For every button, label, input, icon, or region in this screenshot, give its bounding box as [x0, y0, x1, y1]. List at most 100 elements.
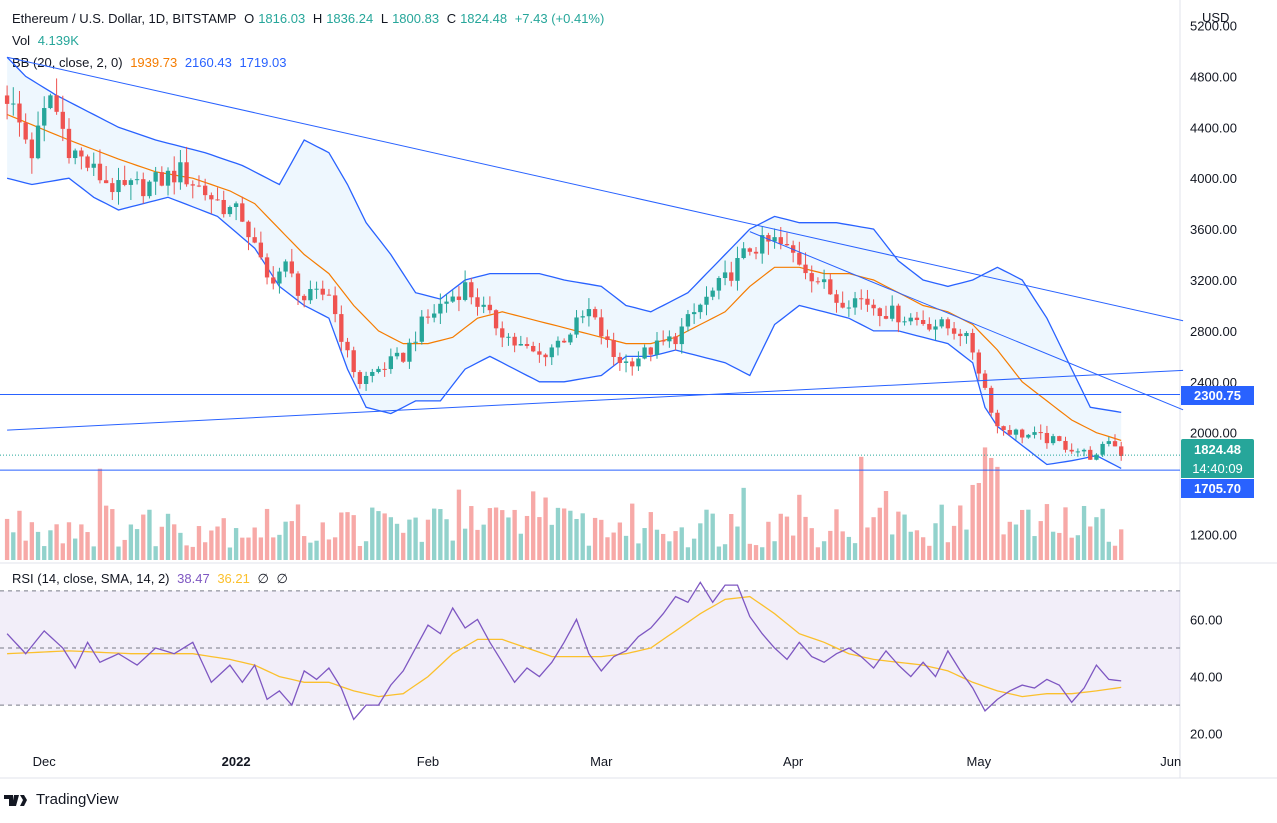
- candle-body: [995, 412, 1000, 427]
- candle-body: [698, 304, 703, 313]
- candle-body: [295, 273, 301, 296]
- candle-body: [1112, 441, 1118, 447]
- volume-bar: [648, 512, 653, 560]
- volume-bar: [524, 515, 530, 560]
- bb-lower-line: [6, 177, 1122, 469]
- candle-body: [821, 279, 827, 283]
- candle-body: [716, 278, 722, 291]
- volume-bar: [500, 510, 505, 560]
- countdown-tag: 14:40:09: [1181, 459, 1254, 478]
- volume-bar: [1026, 509, 1031, 560]
- candle-body: [654, 340, 660, 355]
- candle-body: [648, 347, 653, 355]
- candle-body: [240, 203, 245, 222]
- volume-bar: [134, 529, 140, 560]
- volume-bar: [642, 528, 647, 560]
- trend-line[interactable]: [6, 56, 1184, 322]
- volume-bar: [945, 542, 951, 560]
- candle-body: [846, 307, 852, 309]
- volume-bar: [592, 517, 598, 560]
- candle-body: [258, 242, 264, 258]
- candle-body: [840, 302, 845, 308]
- volume-bar: [289, 521, 294, 560]
- volume-bar: [122, 539, 127, 560]
- candle-body: [561, 340, 567, 343]
- candle-body: [704, 296, 709, 305]
- candle-body: [1057, 436, 1062, 441]
- low-value: 1800.83: [392, 11, 440, 26]
- candle-body: [487, 304, 493, 311]
- candle-body: [580, 316, 585, 318]
- volume-bar: [42, 546, 47, 560]
- bb-legend[interactable]: BB (20, close, 2, 0) 1939.73 2160.43 171…: [12, 55, 290, 71]
- volume-bar: [419, 541, 424, 560]
- bb-mid-value: 1939.73: [130, 55, 178, 70]
- volume-bar: [29, 522, 35, 560]
- volume-bar: [394, 523, 400, 560]
- volume-bar: [23, 540, 28, 560]
- price-tick-label: 2800.00: [1190, 324, 1237, 339]
- candle-body: [29, 139, 35, 159]
- candle-body: [85, 156, 90, 168]
- volume-bar: [351, 515, 356, 560]
- volume-bar: [661, 533, 666, 560]
- volume-bar: [852, 543, 858, 560]
- volume-bar: [512, 509, 517, 560]
- volume-bar: [859, 456, 864, 560]
- volume-bar: [574, 518, 579, 560]
- candle-body: [1088, 449, 1093, 460]
- volume-bar: [221, 518, 226, 560]
- volume-bar: [1094, 517, 1099, 560]
- trend-line[interactable]: [7, 369, 1184, 431]
- volume-bar: [1013, 524, 1019, 560]
- price-tick-label: 4800.00: [1190, 69, 1237, 84]
- volume-legend[interactable]: Vol 4.139K: [12, 33, 83, 49]
- candle-body: [233, 203, 239, 208]
- level-lower-tag: 1705.70: [1181, 479, 1254, 498]
- volume-bar: [710, 513, 715, 560]
- candle-body: [797, 252, 802, 265]
- volume-label: Vol: [12, 33, 31, 48]
- candle-body: [1007, 429, 1012, 435]
- candle-body: [630, 361, 635, 367]
- volume-bar: [1119, 529, 1124, 560]
- tradingview-logo[interactable]: TradingView: [4, 791, 119, 808]
- volume-bar: [153, 546, 158, 560]
- currency-label: USD: [1202, 10, 1229, 25]
- symbol-title[interactable]: Ethereum / U.S. Dollar, 1D, BITSTAMP: [12, 11, 237, 26]
- volume-bar: [958, 505, 963, 560]
- candle-body: [419, 316, 424, 342]
- volume-bar: [283, 521, 288, 560]
- candle-body: [339, 314, 344, 342]
- volume-bar: [190, 546, 195, 560]
- bb-lower-value: 1719.03: [239, 55, 287, 70]
- volume-bar: [1001, 534, 1006, 560]
- candle-body: [351, 350, 356, 373]
- volume-bar: [1007, 521, 1012, 560]
- rsi-tick-label: 20.00: [1190, 727, 1223, 742]
- rsi-value: 38.47: [177, 571, 210, 586]
- candle-body: [289, 261, 294, 274]
- time-tick-label: Jun: [1160, 754, 1181, 769]
- rsi-tick-label: 40.00: [1190, 670, 1223, 685]
- candle-body: [611, 340, 616, 357]
- candle-body: [537, 351, 542, 355]
- volume-bar: [382, 513, 387, 560]
- volume-bar: [821, 541, 827, 560]
- volume-bar: [246, 537, 251, 560]
- candle-body: [407, 342, 412, 362]
- trend-line[interactable]: [749, 231, 1184, 411]
- volume-bar: [487, 508, 493, 560]
- tradingview-logo-icon: [4, 794, 27, 806]
- volume-bar: [159, 526, 164, 560]
- candle-body: [413, 341, 418, 343]
- rsi-legend[interactable]: RSI (14, close, SMA, 14, 2) 38.47 36.21 …: [12, 571, 292, 587]
- volume-bar: [716, 546, 722, 560]
- volume-bar: [611, 532, 616, 560]
- volume-bar: [320, 522, 325, 560]
- volume-bar: [896, 511, 901, 560]
- candle-body: [54, 95, 59, 112]
- volume-bar: [747, 543, 752, 560]
- candle-body: [1100, 443, 1105, 455]
